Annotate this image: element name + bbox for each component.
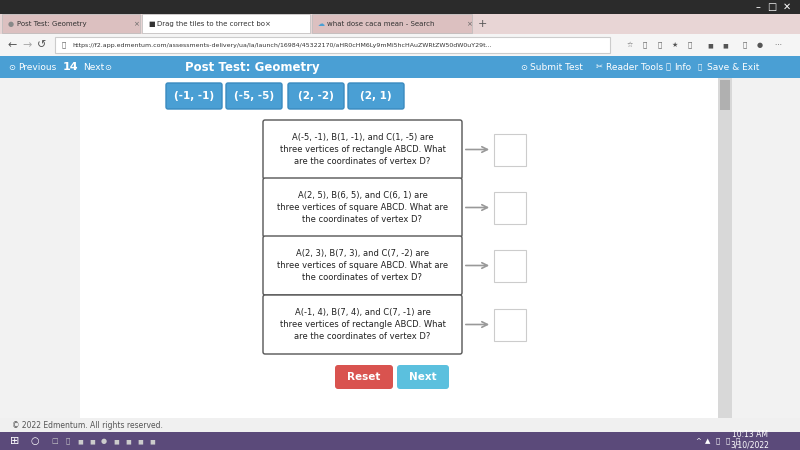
Text: ×: × xyxy=(466,21,472,27)
Text: Previous: Previous xyxy=(18,63,56,72)
Text: Post Test: Geometry: Post Test: Geometry xyxy=(17,21,86,27)
Text: –: – xyxy=(755,2,761,12)
FancyBboxPatch shape xyxy=(166,83,222,109)
Text: ●: ● xyxy=(757,42,763,48)
FancyBboxPatch shape xyxy=(312,14,472,33)
Text: 🔊: 🔊 xyxy=(716,438,720,444)
Text: □: □ xyxy=(767,2,777,12)
Text: (2, -2): (2, -2) xyxy=(298,91,334,101)
Text: ▲: ▲ xyxy=(706,438,710,444)
FancyBboxPatch shape xyxy=(0,56,800,78)
Text: ✕: ✕ xyxy=(783,2,791,12)
Text: +: + xyxy=(478,19,487,29)
FancyBboxPatch shape xyxy=(55,37,610,53)
Text: 🔒: 🔒 xyxy=(62,42,66,48)
Text: ⬛: ⬛ xyxy=(736,438,740,444)
Text: 🔊: 🔊 xyxy=(698,64,702,70)
Text: A(-5, -1), B(1, -1), and C(1, -5) are
three vertices of rectangle ABCD. What
are: A(-5, -1), B(1, -1), and C(1, -5) are th… xyxy=(279,133,446,166)
Text: ■: ■ xyxy=(148,21,154,27)
FancyBboxPatch shape xyxy=(0,418,800,432)
FancyBboxPatch shape xyxy=(397,365,449,389)
Text: 10:13 AM
3/10/2022: 10:13 AM 3/10/2022 xyxy=(730,430,770,450)
FancyBboxPatch shape xyxy=(142,14,310,33)
Text: ◼: ◼ xyxy=(722,42,728,48)
Text: Post Test: Geometry: Post Test: Geometry xyxy=(185,60,320,73)
Text: 14: 14 xyxy=(63,62,78,72)
FancyBboxPatch shape xyxy=(335,365,393,389)
FancyBboxPatch shape xyxy=(494,309,526,341)
FancyBboxPatch shape xyxy=(263,236,462,295)
FancyBboxPatch shape xyxy=(0,0,800,14)
Text: Info: Info xyxy=(674,63,691,72)
Text: ◼: ◼ xyxy=(113,438,119,444)
Text: A(-1, 4), B(7, 4), and C(7, -1) are
three vertices of rectangle ABCD. What
are t: A(-1, 4), B(7, 4), and C(7, -1) are thre… xyxy=(279,308,446,341)
Text: 📶: 📶 xyxy=(726,438,730,444)
Text: ✂: ✂ xyxy=(596,63,603,72)
FancyBboxPatch shape xyxy=(2,14,140,33)
FancyBboxPatch shape xyxy=(0,78,800,418)
FancyBboxPatch shape xyxy=(348,83,404,109)
Text: © 2022 Edmentum. All rights reserved.: © 2022 Edmentum. All rights reserved. xyxy=(12,420,163,429)
FancyBboxPatch shape xyxy=(263,178,462,237)
Text: A(2, 3), B(7, 3), and C(7, -2) are
three vertices of square ABCD. What are
the c: A(2, 3), B(7, 3), and C(7, -2) are three… xyxy=(277,249,448,282)
Text: ☆: ☆ xyxy=(627,42,633,48)
FancyBboxPatch shape xyxy=(494,249,526,282)
Text: ◼: ◼ xyxy=(89,438,95,444)
Text: ⊙: ⊙ xyxy=(8,63,15,72)
FancyBboxPatch shape xyxy=(494,134,526,166)
Text: (2, 1): (2, 1) xyxy=(360,91,392,101)
Text: (-1, -1): (-1, -1) xyxy=(174,91,214,101)
Text: Save & Exit: Save & Exit xyxy=(707,63,759,72)
Text: ᵥ: ᵥ xyxy=(74,63,78,72)
Text: □: □ xyxy=(52,438,58,444)
FancyBboxPatch shape xyxy=(226,83,282,109)
Text: ⬛: ⬛ xyxy=(643,42,647,48)
FancyBboxPatch shape xyxy=(263,295,462,354)
Text: ×: × xyxy=(133,21,139,27)
FancyBboxPatch shape xyxy=(0,14,800,34)
Text: A(2, 5), B(6, 5), and C(6, 1) are
three vertices of square ABCD. What are
the co: A(2, 5), B(6, 5), and C(6, 1) are three … xyxy=(277,191,448,224)
Text: ↺: ↺ xyxy=(37,40,46,50)
Text: ←: ← xyxy=(8,40,18,50)
Text: →: → xyxy=(22,40,31,50)
Text: Submit Test: Submit Test xyxy=(530,63,583,72)
Text: https://f2.app.edmentum.com/assessments-delivery/ua/la/launch/16984/45322170/aHR: https://f2.app.edmentum.com/assessments-… xyxy=(72,42,492,48)
Text: ☁: ☁ xyxy=(318,21,325,27)
Text: ⬛: ⬛ xyxy=(688,42,692,48)
Text: (-5, -5): (-5, -5) xyxy=(234,91,274,101)
FancyBboxPatch shape xyxy=(720,80,730,110)
FancyBboxPatch shape xyxy=(288,83,344,109)
FancyBboxPatch shape xyxy=(0,34,800,56)
Text: ◼: ◼ xyxy=(707,42,713,48)
FancyBboxPatch shape xyxy=(494,192,526,224)
Text: ★: ★ xyxy=(672,42,678,48)
Text: Next: Next xyxy=(409,372,437,382)
Text: ◼: ◼ xyxy=(149,438,155,444)
Text: 🔄: 🔄 xyxy=(658,42,662,48)
Text: ●: ● xyxy=(101,438,107,444)
Text: what dose caca mean - Search: what dose caca mean - Search xyxy=(327,21,434,27)
Text: ⬛: ⬛ xyxy=(743,42,747,48)
Text: ○: ○ xyxy=(30,436,39,446)
FancyBboxPatch shape xyxy=(80,78,718,418)
FancyBboxPatch shape xyxy=(718,78,732,418)
FancyBboxPatch shape xyxy=(263,120,462,179)
Text: ⊞: ⊞ xyxy=(10,436,20,446)
Text: ◼: ◼ xyxy=(77,438,83,444)
Text: Next: Next xyxy=(83,63,104,72)
Text: Reset: Reset xyxy=(347,372,381,382)
Text: Drag the tiles to the correct bo×: Drag the tiles to the correct bo× xyxy=(157,21,271,27)
Text: ⓘ: ⓘ xyxy=(666,63,671,72)
Text: Reader Tools: Reader Tools xyxy=(606,63,663,72)
Text: ◼: ◼ xyxy=(125,438,131,444)
Text: ⋯: ⋯ xyxy=(774,42,782,48)
Text: ⊙: ⊙ xyxy=(520,63,527,72)
Text: ^: ^ xyxy=(695,438,701,444)
FancyBboxPatch shape xyxy=(0,432,800,450)
Text: ◼: ◼ xyxy=(137,438,143,444)
Text: ⊙: ⊙ xyxy=(104,63,111,72)
Text: ●: ● xyxy=(8,21,14,27)
Text: ⬛: ⬛ xyxy=(66,438,70,444)
